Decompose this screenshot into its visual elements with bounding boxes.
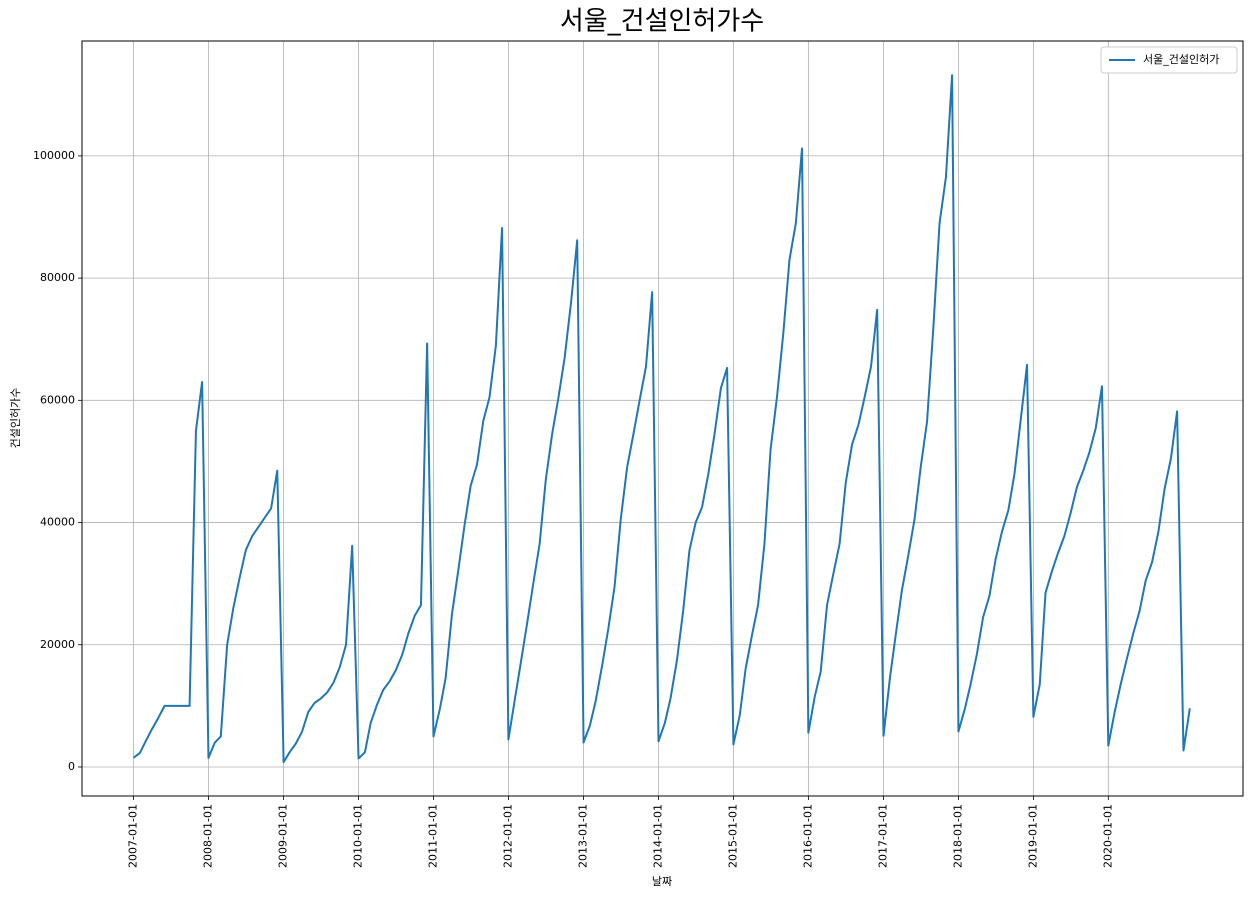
x-tick-label: 2015-01-01	[726, 804, 739, 868]
x-tick-label: 2019-01-01	[1026, 804, 1039, 868]
x-tick-label: 2012-01-01	[501, 804, 514, 868]
chart-title: 서울_건설인허가수	[560, 7, 764, 37]
x-tick-label: 2009-01-01	[277, 804, 290, 868]
y-tick-label: 100000	[33, 149, 75, 162]
legend-label: 서울_건설인허가	[1143, 53, 1219, 66]
x-tick-label: 2017-01-01	[877, 804, 890, 868]
x-tick-label: 2014-01-01	[651, 804, 664, 868]
y-tick-label: 20000	[40, 638, 75, 651]
x-tick-label: 2010-01-01	[352, 804, 365, 868]
y-tick-label: 80000	[40, 271, 75, 284]
y-axis-label: 건설인허가수	[9, 388, 22, 449]
x-tick-label: 2020-01-01	[1101, 804, 1114, 868]
x-tick-label: 2011-01-01	[426, 804, 439, 868]
y-tick-label: 60000	[40, 393, 75, 406]
x-tick-label: 2016-01-01	[801, 804, 814, 868]
x-tick-label: 2013-01-01	[577, 804, 590, 868]
legend-box	[1100, 46, 1238, 74]
x-tick-label: 2007-01-01	[127, 804, 140, 868]
x-tick-label: 2018-01-01	[951, 804, 964, 868]
line-series	[132, 74, 1191, 764]
y-tick-label: 0	[68, 760, 75, 773]
plot-frame	[81, 40, 1244, 797]
x-tick-label: 2008-01-01	[201, 804, 214, 868]
x-axis-label: 날짜	[652, 875, 672, 888]
y-tick-label: 40000	[40, 516, 75, 529]
